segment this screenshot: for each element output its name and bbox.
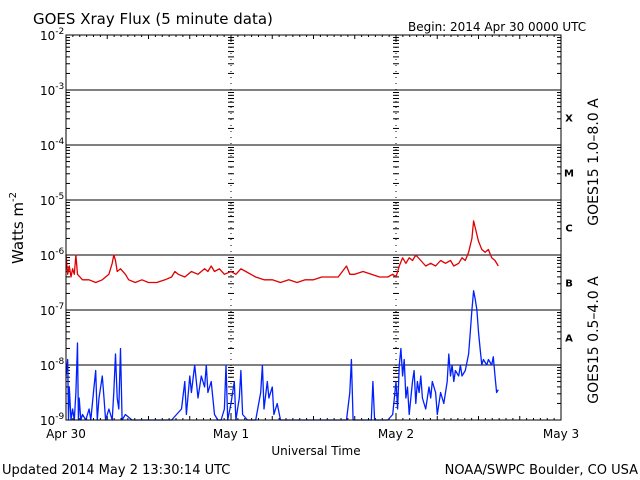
chart-title: GOES Xray Flux (5 minute data) (33, 10, 273, 28)
x-axis-label: Universal Time (271, 444, 360, 458)
grid-lines (66, 89, 561, 366)
x-tick-label: Apr 30 (46, 427, 86, 441)
legend-series-long: GOES15 1.0–8.0 A (586, 98, 602, 226)
flare-class-label: B (565, 279, 573, 290)
x-tick-labels: Apr 30 May 1 May 2 May 3 (46, 427, 579, 441)
flare-class-labels: A B C M X (564, 114, 574, 345)
footer-updated: Updated 2014 May 2 13:30:14 UTC (2, 463, 230, 478)
y-tick-label: 10-3 (40, 82, 64, 98)
y-axis-label-sup: -2 (8, 192, 19, 202)
series-line-0 (65, 220, 499, 284)
flare-class-label: C (565, 224, 572, 235)
plot-frame (65, 34, 562, 421)
y-tick-label: 10-7 (40, 302, 64, 318)
flare-class-label: M (564, 169, 574, 180)
y-tick-label: 10-5 (40, 192, 64, 208)
begin-label: Begin: 2014 Apr 30 0000 UTC (408, 20, 586, 34)
y-tick-label: 10-9 (40, 412, 65, 428)
y-tick-label: 10-4 (40, 137, 65, 153)
x-tick-label: May 3 (543, 427, 579, 441)
y-tick-label: 10-8 (40, 357, 65, 373)
y-tick-labels: 10-9 10-8 10-7 10-6 10-5 10-4 10-3 10-2 (40, 27, 65, 428)
series-line-1 (65, 290, 499, 421)
x-tick-label: May 1 (213, 427, 249, 441)
y-tick-label: 10-2 (40, 27, 64, 43)
legend-series-short: GOES15 0.5–4.0 A (586, 276, 602, 404)
flare-class-label: A (565, 334, 573, 345)
series-lines (65, 220, 499, 421)
x-tick-label: May 2 (378, 427, 414, 441)
y-axis-label: Watts m-2 (8, 192, 27, 264)
minor-ticks (65, 35, 562, 420)
y-axis-label-main: Watts m (9, 202, 27, 264)
flare-class-label: X (565, 114, 573, 125)
svg-text:Watts m-2: Watts m-2 (8, 192, 27, 264)
y-tick-label: 10-6 (40, 247, 65, 263)
footer-credit: NOAA/SWPC Boulder, CO USA (445, 463, 638, 478)
